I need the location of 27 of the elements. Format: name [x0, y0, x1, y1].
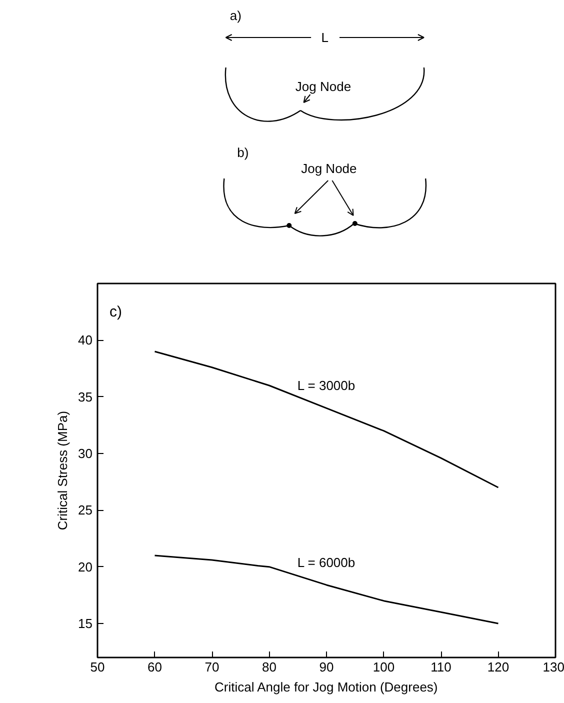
x-tick-label: 60	[148, 660, 162, 674]
y-tick-label: 20	[78, 559, 93, 574]
series-label: L = 3000b	[297, 378, 356, 394]
x-tick-label: 130	[542, 660, 564, 674]
y-tick-label: 25	[78, 502, 93, 518]
series-label: L = 6000b	[297, 555, 356, 570]
x-tick-label: 110	[430, 660, 452, 674]
text: Jog Node	[301, 161, 357, 176]
y-tick-label: 40	[78, 332, 93, 348]
line-series	[154, 350, 499, 488]
text: L	[321, 30, 328, 45]
x-tick-label: 50	[90, 660, 105, 674]
y-tick-label: 30	[78, 446, 93, 461]
x-tick-label: 70	[204, 660, 220, 674]
y-axis-title: Critical Stress (MPa)	[55, 410, 70, 530]
x-tick-label: 90	[319, 660, 334, 674]
annotation: c)	[110, 304, 122, 320]
x-tick-label: 100	[372, 660, 395, 674]
y-tick-label: 35	[78, 389, 93, 404]
line-series	[154, 554, 499, 624]
text: a)	[230, 8, 242, 23]
text: Jog Node	[295, 79, 352, 94]
x-axis-title: Critical Angle for Jog Motion (Degrees)	[214, 680, 438, 694]
y-tick-label: 15	[78, 616, 93, 631]
x-tick-label: 80	[262, 660, 276, 674]
x-tick-label: 120	[487, 660, 510, 674]
text: b)	[237, 145, 249, 160]
